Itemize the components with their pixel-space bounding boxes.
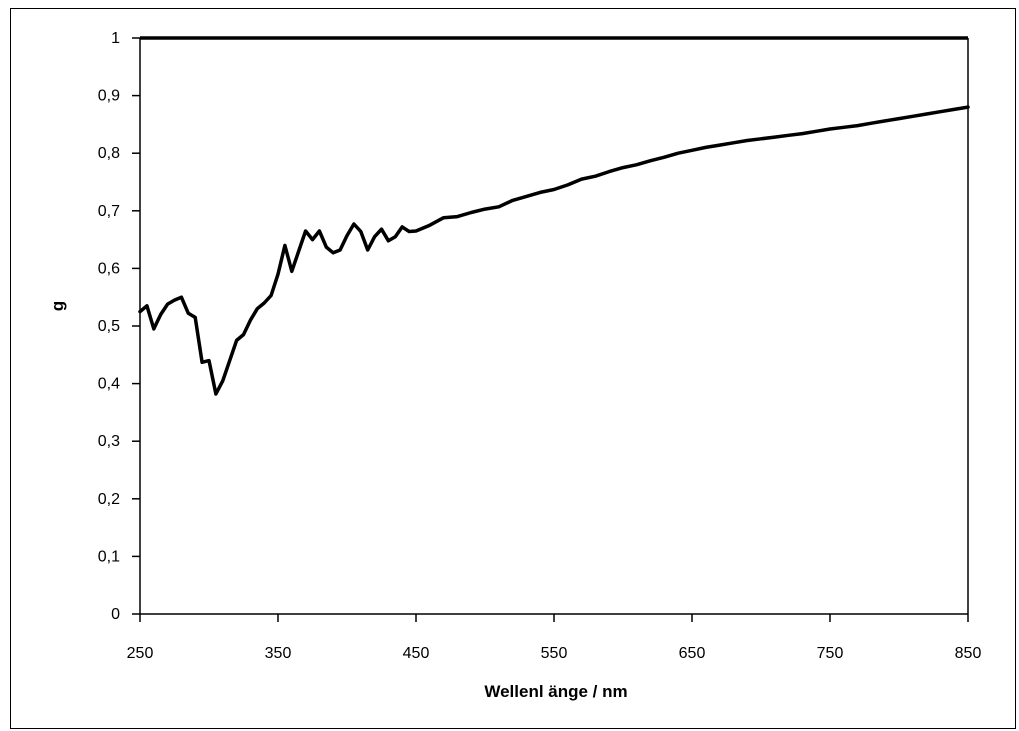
- x-tick-label: 650: [679, 645, 706, 662]
- x-tick-label: 850: [955, 645, 982, 662]
- chart-frame: [10, 8, 1016, 729]
- x-tick-label: 550: [541, 645, 568, 662]
- x-axis-title: Wellenl änge / nm: [484, 682, 627, 701]
- plot-area: [140, 36, 969, 614]
- x-tick-label: 750: [817, 645, 844, 662]
- series-layer: [138, 105, 970, 396]
- y-axis-title: g: [48, 301, 67, 311]
- y-tick-label: 0,5: [98, 318, 120, 335]
- y-tick-label: 0,3: [98, 433, 120, 450]
- y-tick-label: 0,4: [98, 376, 120, 393]
- y-tick-label: 0,7: [98, 203, 120, 220]
- x-tick-label: 350: [265, 645, 292, 662]
- x-tick-label: 250: [127, 645, 154, 662]
- y-tick-label: 0,1: [98, 548, 120, 565]
- y-tick-label: 0,6: [98, 260, 120, 277]
- x-tick-label: 450: [403, 645, 430, 662]
- y-axis: 0 0,1 0,2 0,3 0,4 0,5 0,6 0,7 0,8 0,9 1: [98, 30, 141, 623]
- x-axis: 250 350 450 550 650 750 850: [127, 613, 982, 662]
- y-tick-label: 0: [111, 606, 120, 623]
- series-line: [138, 105, 970, 396]
- y-tick-label: 1: [111, 30, 120, 47]
- y-tick-label: 0,2: [98, 491, 120, 508]
- y-tick-label: 0,8: [98, 145, 120, 162]
- y-tick-label: 0,9: [98, 88, 120, 105]
